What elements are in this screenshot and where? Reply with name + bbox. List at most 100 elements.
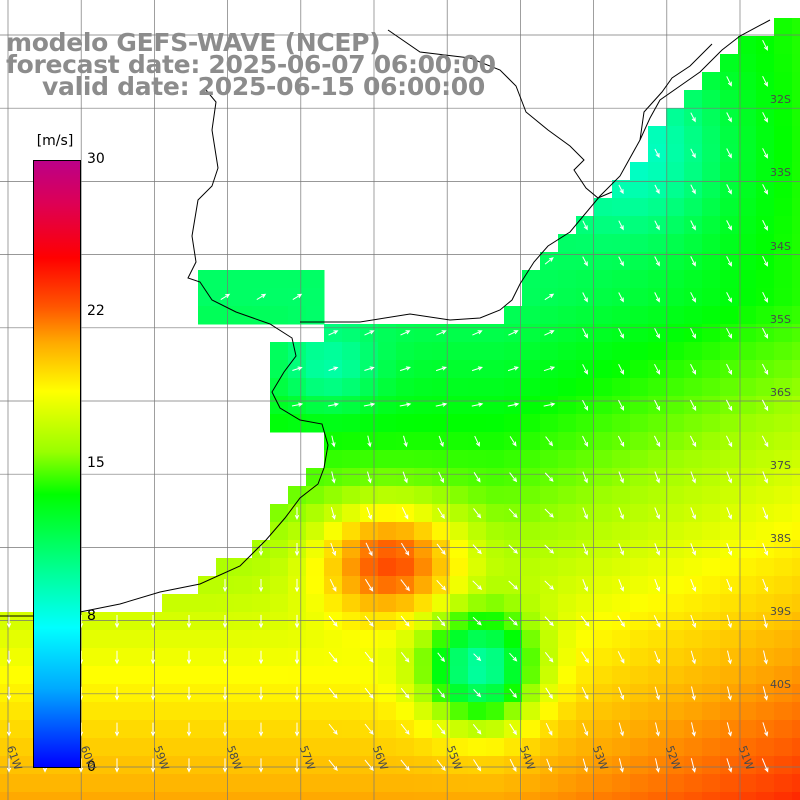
wind-arrow	[258, 722, 264, 737]
wind-speed-cell	[630, 360, 649, 379]
wind-arrow	[474, 435, 480, 447]
wind-speed-cell	[774, 792, 793, 800]
wind-speed-cell	[522, 594, 541, 613]
wind-arrow	[690, 112, 696, 123]
wind-speed-cell	[720, 378, 739, 397]
wind-speed-cell	[576, 558, 595, 577]
lagoon-outline	[639, 43, 713, 141]
wind-speed-cell	[198, 576, 217, 595]
wind-speed-cell	[324, 414, 343, 433]
wind-speed-cell	[396, 378, 415, 397]
wind-arrow	[509, 472, 518, 483]
wind-speed-cell	[738, 702, 757, 721]
wind-speed-cell	[522, 792, 541, 800]
wind-speed-cell	[792, 630, 800, 649]
wind-speed-cell	[702, 792, 721, 800]
wind-speed-cell	[180, 666, 199, 685]
wind-arrow	[762, 148, 768, 159]
wind-speed-cell	[414, 414, 433, 433]
wind-speed-cell	[432, 774, 451, 793]
wind-speed-cell	[630, 162, 649, 181]
wind-speed-cell	[684, 594, 703, 613]
wind-speed-cell	[738, 288, 757, 307]
wind-arrow	[400, 579, 410, 592]
wind-speed-cell	[450, 360, 469, 379]
wind-speed-cell	[702, 72, 721, 91]
wind-speed-cell	[738, 648, 757, 667]
wind-arrow	[328, 651, 338, 663]
wind-speed-cell	[666, 108, 685, 127]
wind-speed-cell	[414, 612, 433, 631]
wind-speed-cell	[558, 504, 577, 523]
wind-speed-cell	[702, 414, 721, 433]
wind-speed-cell	[450, 522, 469, 541]
wind-arrow	[400, 759, 410, 771]
wind-arrow	[761, 399, 769, 412]
wind-speed-cell	[306, 558, 325, 577]
wind-speed-cell	[270, 594, 289, 613]
wind-speed-cell	[450, 576, 469, 595]
wind-speed-cell	[540, 666, 559, 685]
country-border	[387, 29, 613, 199]
wind-speed-cell	[558, 306, 577, 325]
wind-speed-cell	[324, 450, 343, 469]
wind-speed-cell	[450, 486, 469, 505]
wind-speed-cell	[144, 738, 163, 757]
wind-arrow	[761, 435, 769, 448]
wind-arrow	[186, 615, 192, 629]
wind-speed-cell	[540, 342, 559, 361]
wind-arrow	[690, 292, 696, 303]
wind-speed-cell	[648, 594, 667, 613]
wind-speed-cell	[216, 774, 235, 793]
wind-speed-cell	[756, 792, 775, 800]
wind-speed-cell	[684, 270, 703, 289]
wind-speed-cell	[738, 522, 757, 541]
wind-speed-cell	[90, 630, 109, 649]
wind-speed-cell	[468, 558, 487, 577]
wind-speed-cell	[666, 630, 685, 649]
wind-speed-cell	[126, 774, 145, 793]
wind-arrow	[582, 292, 588, 303]
wind-speed-cell	[774, 108, 793, 127]
wind-arrow	[545, 722, 553, 736]
wind-speed-cell	[774, 612, 793, 631]
wind-speed-cell	[486, 702, 505, 721]
wind-speed-cell	[342, 576, 361, 595]
wind-arrow	[726, 292, 732, 303]
wind-arrow	[544, 508, 554, 518]
wind-speed-cell	[612, 450, 631, 469]
wind-speed-cell	[684, 774, 703, 793]
wind-speed-cell	[594, 198, 613, 217]
wind-speed-cell	[324, 558, 343, 577]
wind-speed-cell	[630, 756, 649, 775]
wind-speed-cell	[666, 306, 685, 325]
wind-speed-cell	[342, 450, 361, 469]
wind-arrow	[364, 615, 374, 627]
wind-arrow	[617, 435, 625, 448]
wind-speed-cell	[126, 648, 145, 667]
wind-arrow	[581, 651, 590, 664]
wind-speed-cell	[774, 630, 793, 649]
wind-speed-cell	[666, 288, 685, 307]
wind-speed-cell	[558, 684, 577, 703]
wind-arrow	[654, 148, 660, 159]
wind-speed-cell	[774, 216, 793, 235]
wind-speed-cell	[162, 738, 181, 757]
wind-speed-cell	[378, 738, 397, 757]
wind-arrow	[653, 615, 661, 628]
wind-speed-cell	[270, 414, 289, 433]
wind-speed-cell	[198, 684, 217, 703]
wind-speed-cell	[630, 234, 649, 253]
wind-arrow	[581, 686, 589, 700]
wind-speed-cell	[288, 738, 307, 757]
wind-arrow	[186, 650, 192, 665]
wind-arrow	[437, 507, 445, 520]
wind-speed-cell	[774, 648, 793, 667]
wind-speed-cell	[666, 342, 685, 361]
wind-speed-cell	[126, 738, 145, 757]
wind-speed-cell	[594, 324, 613, 343]
wind-arrow	[400, 723, 410, 735]
wind-arrow	[402, 471, 408, 484]
wind-speed-cell	[288, 702, 307, 721]
wind-speed-cell	[270, 540, 289, 559]
